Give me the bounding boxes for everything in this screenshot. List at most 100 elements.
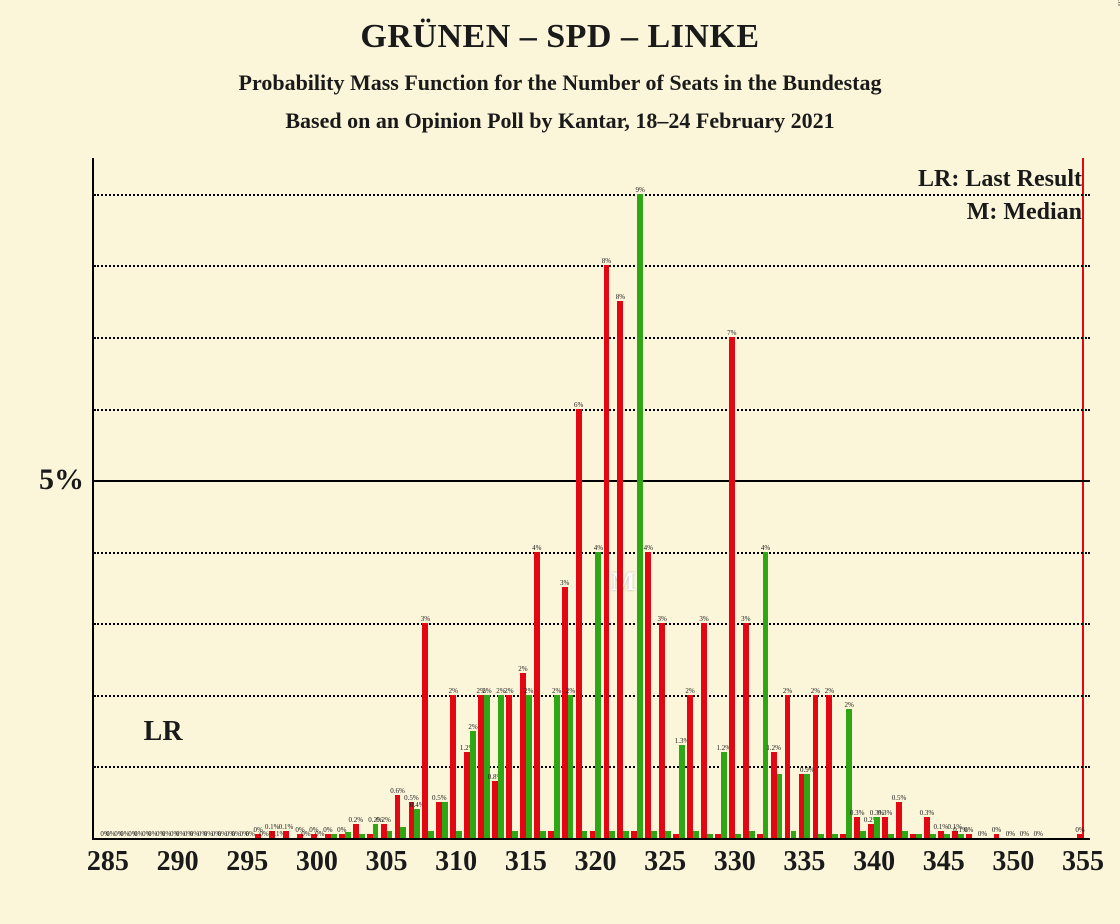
bar-label: 2% — [811, 687, 820, 695]
bar-red: 6% — [576, 409, 582, 838]
bar-green: 2% — [484, 695, 490, 838]
bar-green — [345, 832, 351, 838]
gridline — [94, 480, 1090, 482]
legend-lr: LR: Last Result — [918, 166, 1082, 193]
bar-green — [832, 834, 838, 838]
x-tick-label: 305 — [366, 838, 408, 878]
bar-red: 2% — [826, 695, 832, 838]
bar-label: 0.3% — [850, 809, 865, 817]
bar-green: 2% — [526, 695, 532, 838]
bar-green — [540, 831, 546, 838]
bar-label: 0.5% — [892, 794, 907, 802]
bar-label: 0% — [259, 830, 268, 838]
x-tick-label: 330 — [714, 838, 756, 878]
x-tick-label: 320 — [574, 838, 616, 878]
bar-label: 2% — [566, 687, 575, 695]
gridline — [94, 409, 1090, 411]
bar-green — [442, 802, 448, 838]
median-marker: M — [611, 567, 636, 597]
bar-green — [735, 834, 741, 838]
bar-label: 3% — [658, 615, 667, 623]
bar-label: 4% — [532, 544, 541, 552]
bar-green — [777, 774, 783, 838]
bar-green: 4% — [763, 552, 769, 838]
bar-green: 0.9% — [804, 774, 810, 838]
bar-label: 2% — [504, 687, 513, 695]
x-tick-label: 340 — [853, 838, 895, 878]
bar-red: 8% — [617, 301, 623, 838]
bar-green: 0.4% — [414, 809, 420, 838]
x-tick-label: 325 — [644, 838, 686, 878]
gridline — [94, 695, 1090, 697]
bar-green: 2% — [498, 695, 504, 838]
bar-green — [623, 831, 629, 838]
bar-label: 0% — [323, 826, 332, 834]
chart-page: © 2021 Filip van Laenen GRÜNEN – SPD – L… — [0, 0, 1120, 924]
bar-red: 2% — [813, 695, 819, 838]
bar-green — [707, 834, 713, 838]
bar-green: 4% — [595, 552, 601, 838]
bar-green — [888, 834, 894, 838]
bar-label: 0.1% — [934, 823, 949, 831]
last-result-marker: LR — [144, 716, 183, 748]
bar-red: 2% — [785, 695, 791, 838]
bar-label: 3% — [699, 615, 708, 623]
bar-label: 0.3% — [878, 809, 893, 817]
bar-label: 2% — [825, 687, 834, 695]
y-tick-label: 5% — [39, 463, 94, 497]
chart-subtitle-1: Probability Mass Function for the Number… — [0, 56, 1120, 96]
bar-green — [930, 834, 936, 838]
bar-label: 3% — [421, 615, 430, 623]
x-tick-label: 310 — [435, 838, 477, 878]
bar-green: 2% — [568, 695, 574, 838]
bar-red: 0% — [1077, 834, 1083, 838]
copyright-text: © 2021 Filip van Laenen — [1116, 0, 1120, 6]
bar-label: 2% — [468, 723, 477, 731]
bar-label: 0.2% — [376, 816, 391, 824]
bar-red: 3% — [701, 623, 707, 838]
bar-label: 0% — [1075, 826, 1084, 834]
chart-title: GRÜNEN – SPD – LINKE — [0, 0, 1120, 56]
bar-red: 7% — [729, 337, 735, 838]
bar-label: 2% — [449, 687, 458, 695]
chart-subtitle-2: Based on an Opinion Poll by Kantar, 18–2… — [0, 96, 1120, 134]
bar-label: 8% — [616, 293, 625, 301]
bar-red: 2% — [687, 695, 693, 838]
bar-label: 2% — [844, 701, 853, 709]
bar-green — [902, 831, 908, 838]
legend: LR: Last Result M: Median — [918, 166, 1082, 226]
bar-green — [400, 827, 406, 838]
x-tick-label: 315 — [505, 838, 547, 878]
bar-red: 0.1% — [283, 831, 289, 838]
bar-label: 9% — [636, 186, 645, 194]
bar-label: 6% — [574, 401, 583, 409]
bar-green — [916, 834, 922, 838]
bar-green — [331, 834, 337, 838]
bar-label: 4% — [594, 544, 603, 552]
bar-red: 4% — [645, 552, 651, 838]
x-tick-label: 345 — [923, 838, 965, 878]
bar-label: 0% — [1020, 830, 1029, 838]
bar-label: 1.2% — [766, 744, 781, 752]
bar-red: 4% — [534, 552, 540, 838]
legend-m: M: Median — [918, 199, 1082, 226]
bar-label: 0.5% — [432, 794, 447, 802]
gridline — [94, 265, 1090, 267]
bar-label: 2% — [685, 687, 694, 695]
bar-green — [818, 834, 824, 838]
x-tick-label: 295 — [226, 838, 268, 878]
gridline — [94, 623, 1090, 625]
bar-green — [387, 831, 393, 838]
bar-label: 0% — [964, 826, 973, 834]
bar-red: 3% — [422, 623, 428, 838]
bar-green: 9% — [637, 194, 643, 838]
bar-green: 2% — [470, 731, 476, 838]
bar-label: 0% — [978, 830, 987, 838]
bar-red: 3% — [659, 623, 665, 838]
bar-green — [582, 831, 588, 838]
bar-green: 1.2% — [721, 752, 727, 838]
bar-label: 0.2% — [348, 816, 363, 824]
x-tick-label: 335 — [783, 838, 825, 878]
bar-green — [428, 831, 434, 838]
bar-label: 8% — [602, 257, 611, 265]
